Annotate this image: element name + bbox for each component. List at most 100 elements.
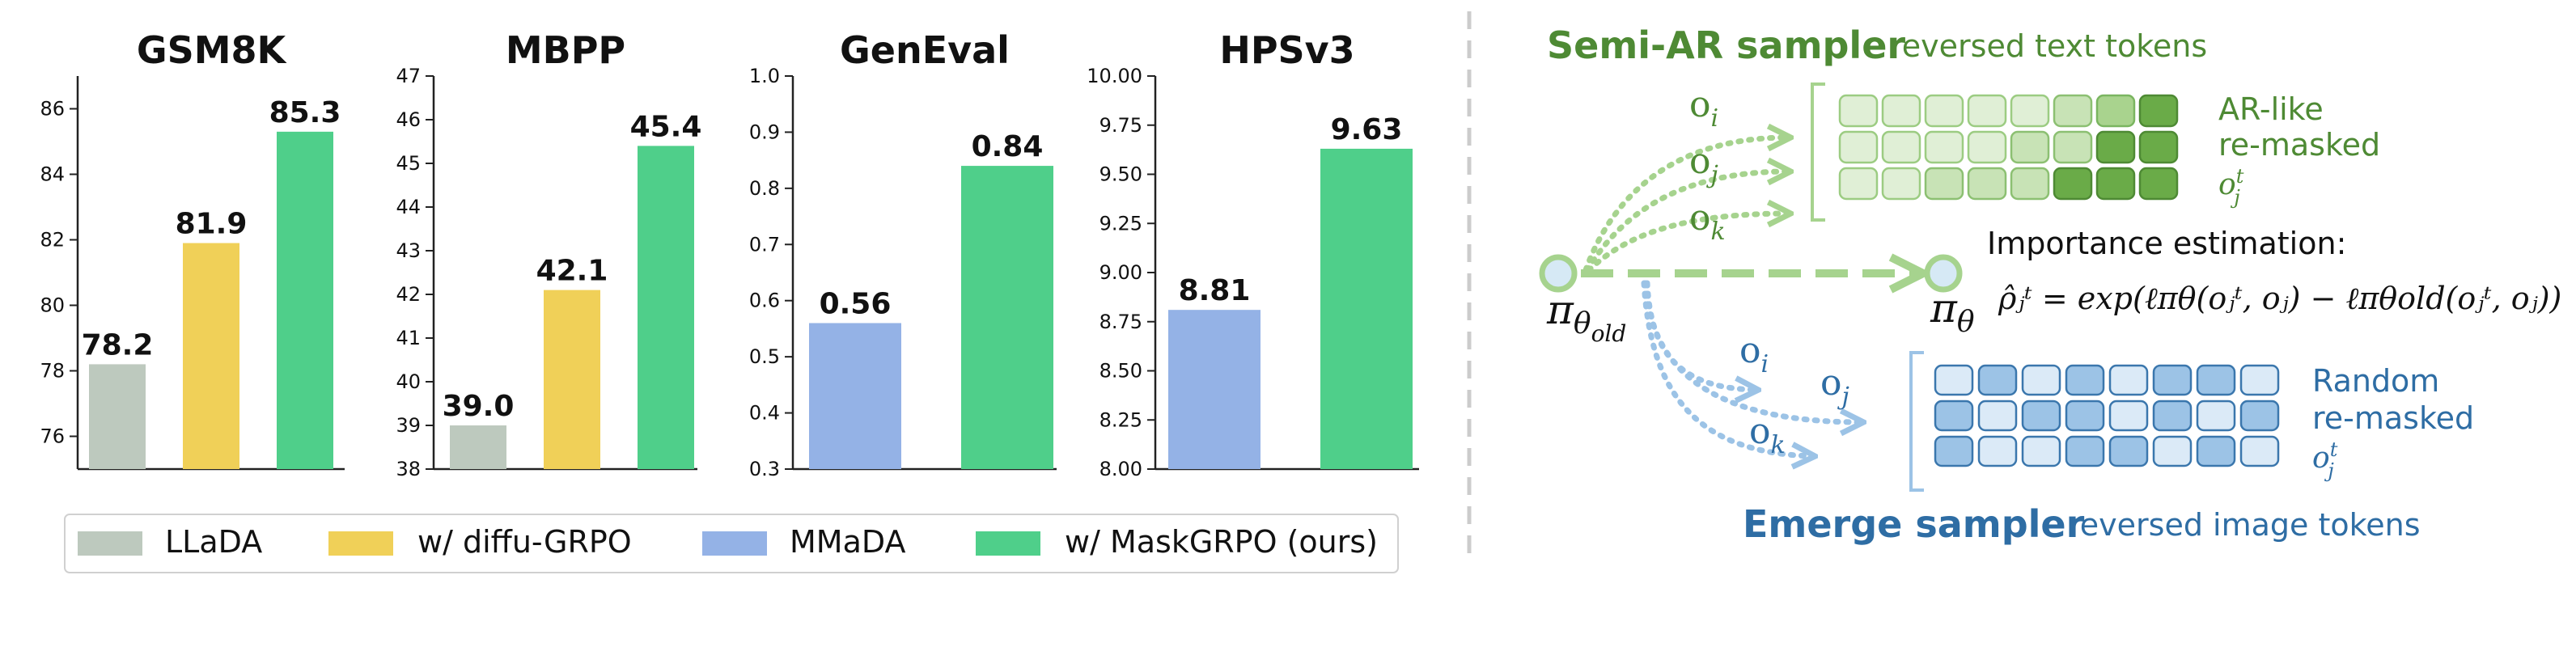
bar — [638, 146, 694, 469]
label-oi-blue: oi — [1739, 330, 1769, 378]
bar — [89, 364, 146, 469]
y-tick-label: 46 — [396, 108, 421, 131]
y-tick-label: 8.25 — [1099, 408, 1142, 431]
token-cell — [2010, 94, 2050, 128]
y-tick-label: 82 — [40, 229, 65, 252]
token-cell — [2021, 435, 2061, 467]
y-tick-label: 0.4 — [749, 402, 780, 425]
y-tick-label: 10.00 — [1087, 65, 1142, 87]
chart-legend: LLaDA w/ diffu-GRPO MMaDA w/ MaskGRPO (o… — [64, 514, 1399, 573]
pi-theta: πθ — [1930, 285, 1975, 339]
token-cell — [2021, 400, 2061, 432]
token-cell — [2239, 435, 2280, 467]
legend-swatch-mmada — [702, 531, 767, 556]
token-cell — [1838, 130, 1879, 164]
top-bracket — [1811, 82, 1825, 222]
y-tick-label: 9.75 — [1099, 114, 1142, 137]
bar-value-label: 81.9 — [176, 208, 248, 241]
chart-title: GSM8K — [137, 28, 288, 72]
emerge-title: Emerge sampler — [1743, 502, 2085, 546]
token-cell — [2010, 167, 2050, 201]
token-cell — [2108, 435, 2149, 467]
y-tick-label: 42 — [396, 283, 421, 306]
bar-value-label: 8.81 — [1179, 274, 1251, 307]
bar — [1168, 310, 1260, 469]
y-tick-label: 39 — [396, 414, 421, 437]
bottom-label-oj-t: ot j — [2312, 438, 2338, 482]
token-cell — [1881, 94, 1921, 128]
legend-label-maskgrpo: w/ MaskGRPO (ours) — [1065, 524, 1378, 560]
y-tick-label: 0.5 — [749, 345, 780, 368]
y-tick-label: 44 — [396, 196, 421, 218]
token-cell — [2138, 94, 2179, 128]
y-tick-label: 78 — [40, 360, 65, 383]
legend-label-mmada: MMaDA — [790, 524, 905, 560]
bottom-bracket — [1909, 351, 1924, 492]
policy-old-node — [1539, 254, 1578, 293]
bar-value-label: 45.4 — [630, 110, 702, 143]
bottom-label-random: Random — [2312, 363, 2439, 399]
blue-arrow-ok — [1641, 280, 1812, 456]
chart-3: HPSv3 8.00 8.25 8.50 8.75 9.00 9.25 9.50 9.75 10.… — [1087, 28, 1419, 480]
token-cell — [2239, 364, 2280, 396]
bar — [809, 323, 901, 469]
legend-label-diffu-grpo: w/ diffu-GRPO — [417, 524, 632, 560]
chart-title: MBPP — [506, 28, 625, 72]
y-tick-label: 76 — [40, 425, 65, 448]
y-tick-label: 86 — [40, 98, 65, 121]
legend-swatch-llada — [78, 531, 142, 556]
y-tick-label: 1.0 — [749, 65, 780, 87]
legend-swatch-maskgrpo — [976, 531, 1040, 556]
token-cell — [1924, 94, 1964, 128]
bar-value-label: 85.3 — [269, 96, 341, 129]
top-label-re-masked: re-masked — [2218, 127, 2380, 163]
y-tick-label: 9.50 — [1099, 163, 1142, 186]
y-tick-label: 9.25 — [1099, 212, 1142, 235]
token-cell — [1934, 364, 1974, 396]
label-ok-blue: ok — [1749, 411, 1786, 459]
label-ok-green: ok — [1689, 197, 1726, 246]
top-label-oj-t: ot j — [2218, 165, 2244, 209]
y-tick-label: 0.7 — [749, 233, 780, 256]
chart-title: HPSv3 — [1219, 28, 1354, 72]
token-cell — [2196, 435, 2236, 467]
bar-value-label: 39.0 — [443, 390, 515, 423]
y-tick-label: 47 — [396, 65, 421, 87]
token-cell — [2196, 364, 2236, 396]
token-cell — [1977, 364, 2018, 396]
token-cell — [2053, 167, 2093, 201]
bar — [544, 290, 600, 469]
y-tick-label: 38 — [396, 458, 421, 480]
token-cell — [2095, 167, 2136, 201]
bar — [277, 131, 333, 469]
token-cell — [1838, 167, 1879, 201]
y-tick-label: 45 — [396, 152, 421, 175]
token-cell — [1934, 435, 1974, 467]
token-cell — [1977, 400, 2018, 432]
bar-value-label: 42.1 — [536, 255, 608, 288]
y-tick-label: 0.3 — [749, 458, 780, 480]
y-tick-label: 0.8 — [749, 177, 780, 200]
image-token-grid — [1934, 364, 2280, 467]
token-cell — [1967, 167, 2007, 201]
token-cell — [2053, 94, 2093, 128]
bar — [961, 166, 1053, 470]
token-cell — [2196, 400, 2236, 432]
token-cell — [1934, 400, 1974, 432]
sampler-diagram: Semi-AR sampler reversed text tokens AR-… — [1539, 23, 2561, 546]
token-cell — [2065, 364, 2105, 396]
token-cell — [2095, 130, 2136, 164]
pi-theta-old: πθold — [1546, 286, 1626, 347]
y-tick-label: 8.75 — [1099, 311, 1142, 333]
token-cell — [1924, 130, 1964, 164]
semi-ar-subtitle: reversed text tokens — [1890, 28, 2207, 64]
bar — [1320, 148, 1413, 469]
green-arrow-oi — [1582, 137, 1788, 273]
importance-formula: ρ̂ⱼᵗ = exp(ℓπθ(oⱼᵗ, oⱼ) − ℓπθold(oⱼᵗ, oⱼ… — [1998, 281, 2561, 316]
chart-2: GenEval 0.3 0.4 0.5 0.6 0.7 0.8 0.9 1.0 0.56 0.84 — [749, 28, 1057, 480]
importance-title: Importance estimation: — [1987, 226, 2346, 261]
token-cell — [1967, 130, 2007, 164]
token-cell — [1881, 167, 1921, 201]
token-cell — [2108, 364, 2149, 396]
